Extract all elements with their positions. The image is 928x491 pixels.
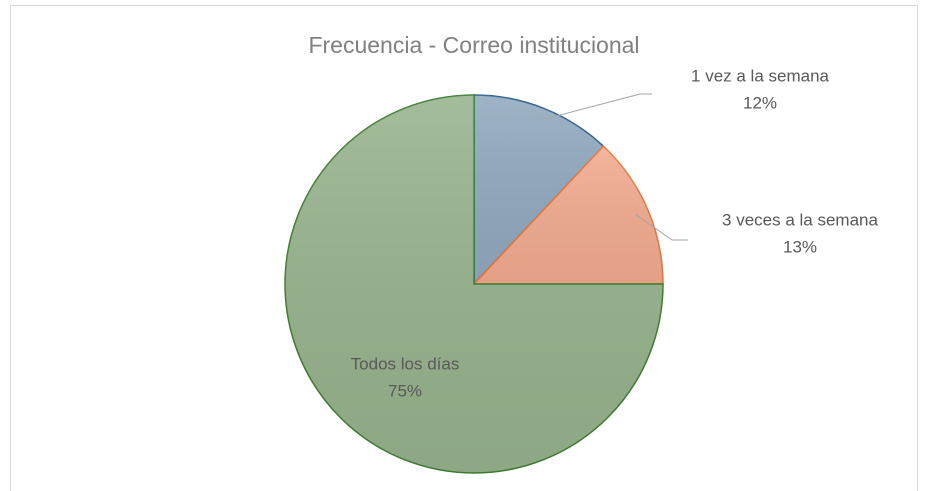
data-label-value: 12% — [743, 93, 777, 112]
data-label-category: Todos los días — [351, 354, 460, 373]
slice-shade — [285, 95, 663, 473]
data-label-value: 75% — [388, 381, 422, 400]
data-label-category: 3 veces a la semana — [722, 210, 878, 229]
leader-line — [635, 213, 688, 241]
chart-title: Frecuencia - Correo institucional — [308, 32, 639, 58]
leader-line — [538, 93, 652, 122]
slice-shade — [474, 95, 604, 284]
data-label-value: 13% — [783, 237, 817, 256]
data-label-category: 1 vez a la semana — [691, 66, 830, 85]
pie — [284, 94, 664, 474]
slice-shade — [474, 146, 663, 284]
